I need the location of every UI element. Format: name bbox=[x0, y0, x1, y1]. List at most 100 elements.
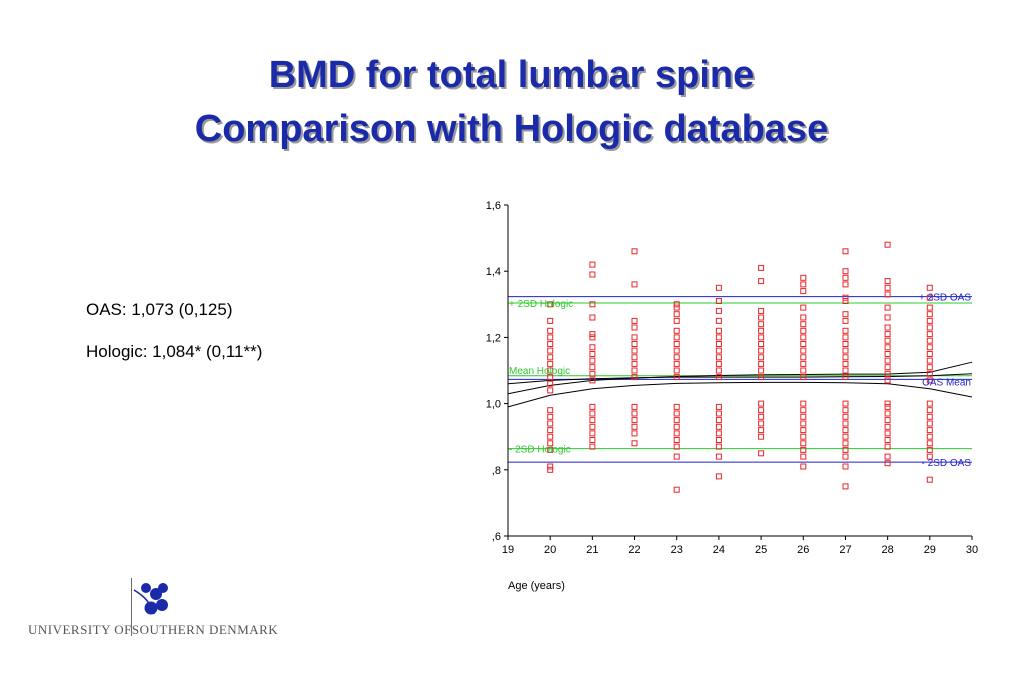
label-minus-2sd-hologic: - 2SD Hologic bbox=[509, 445, 571, 456]
data-point bbox=[758, 433, 765, 440]
leaf-sprig-icon bbox=[133, 583, 168, 615]
x-tick-label: 30 bbox=[966, 544, 978, 556]
data-point bbox=[547, 420, 554, 427]
data-point bbox=[673, 430, 680, 437]
data-point bbox=[842, 274, 849, 281]
data-point bbox=[631, 440, 638, 447]
data-point bbox=[758, 327, 765, 334]
data-point bbox=[842, 433, 849, 440]
logo-text-part2: SOUTHERN DENMARK bbox=[131, 622, 279, 637]
data-point bbox=[715, 360, 722, 367]
data-point bbox=[547, 327, 554, 334]
logo-divider bbox=[131, 578, 132, 636]
data-point bbox=[715, 367, 722, 374]
data-point bbox=[842, 298, 849, 304]
data-point bbox=[926, 357, 933, 364]
data-point bbox=[715, 423, 722, 430]
data-point bbox=[673, 341, 680, 347]
data-point bbox=[631, 317, 638, 324]
data-point bbox=[631, 354, 638, 361]
fit-curve bbox=[507, 381, 973, 408]
data-point bbox=[673, 354, 680, 361]
data-point bbox=[884, 337, 891, 344]
data-point bbox=[715, 374, 722, 381]
data-point bbox=[842, 367, 849, 374]
data-point bbox=[547, 360, 554, 367]
data-point bbox=[758, 264, 765, 271]
data-point bbox=[884, 410, 891, 417]
data-point bbox=[758, 278, 765, 285]
data-point bbox=[842, 427, 849, 434]
y-tick-label: ,8 bbox=[492, 465, 501, 477]
data-point bbox=[631, 423, 638, 430]
data-point bbox=[547, 367, 554, 374]
data-point bbox=[547, 407, 554, 414]
data-point bbox=[926, 331, 933, 338]
data-point bbox=[547, 463, 554, 470]
data-point bbox=[884, 344, 891, 351]
data-point bbox=[589, 271, 596, 278]
data-point bbox=[884, 417, 891, 424]
data-point bbox=[842, 341, 849, 347]
data-point bbox=[547, 466, 554, 473]
data-point bbox=[884, 443, 891, 450]
data-point bbox=[715, 473, 722, 480]
data-point bbox=[800, 354, 807, 361]
data-point bbox=[926, 337, 933, 344]
data-point bbox=[842, 360, 849, 367]
y-tick-label: 1,6 bbox=[486, 200, 501, 212]
data-point bbox=[842, 400, 849, 407]
data-point bbox=[673, 410, 680, 417]
data-point bbox=[884, 400, 891, 407]
data-point bbox=[589, 331, 596, 338]
x-axis-label: Age (years) bbox=[508, 580, 565, 592]
data-point bbox=[673, 301, 680, 308]
data-point bbox=[926, 317, 933, 324]
data-point bbox=[800, 420, 807, 427]
data-point bbox=[631, 417, 638, 424]
data-point bbox=[547, 341, 554, 347]
data-point bbox=[547, 374, 554, 381]
slide-title-line2: Comparison with Hologic database bbox=[194, 108, 829, 150]
data-point bbox=[547, 380, 554, 387]
data-point bbox=[715, 430, 722, 437]
data-point bbox=[589, 261, 596, 268]
data-point bbox=[926, 377, 933, 384]
data-point bbox=[758, 354, 765, 361]
label-mean-hologic: Mean Hologic bbox=[509, 366, 570, 377]
data-point bbox=[715, 437, 722, 443]
data-point bbox=[884, 314, 891, 321]
data-point bbox=[884, 453, 891, 460]
data-point bbox=[800, 281, 807, 288]
data-point bbox=[758, 427, 765, 434]
data-point bbox=[673, 367, 680, 374]
data-point bbox=[715, 453, 722, 460]
fit-curve bbox=[507, 361, 973, 395]
x-tick-label: 27 bbox=[839, 544, 851, 556]
data-point bbox=[673, 304, 680, 311]
data-point bbox=[758, 420, 765, 427]
data-point bbox=[547, 446, 554, 453]
data-point bbox=[884, 304, 891, 311]
data-point bbox=[758, 314, 765, 321]
data-point bbox=[715, 417, 722, 424]
data-point bbox=[673, 327, 680, 334]
logo-text-part1: UNIVERSITY OF bbox=[28, 622, 132, 637]
data-point bbox=[884, 423, 891, 430]
data-point bbox=[589, 437, 596, 443]
data-point bbox=[673, 347, 680, 354]
label-plus-2sd-hologic: + 2SD Hologic bbox=[509, 299, 573, 310]
x-tick-label: 25 bbox=[755, 544, 767, 556]
data-point bbox=[715, 443, 722, 450]
data-point bbox=[926, 453, 933, 460]
label-plus-2sd-oas: + 2SD OAS bbox=[919, 293, 971, 304]
data-point bbox=[631, 341, 638, 347]
data-point bbox=[800, 427, 807, 434]
data-point bbox=[758, 413, 765, 420]
data-point bbox=[800, 288, 807, 295]
data-point bbox=[842, 268, 849, 275]
data-point bbox=[884, 437, 891, 443]
fit-curve bbox=[507, 373, 973, 385]
data-point bbox=[758, 400, 765, 407]
data-point bbox=[926, 413, 933, 420]
